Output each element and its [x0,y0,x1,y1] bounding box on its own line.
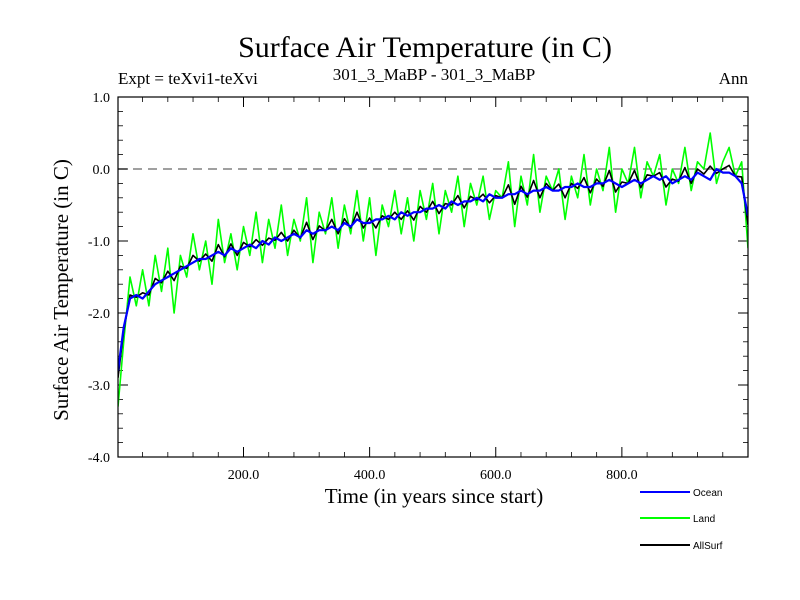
x-tick-label: 200.0 [228,468,260,483]
y-tick-label: -2.0 [88,307,110,322]
legend-label-allsurf: AllSurf [693,541,723,552]
experiment-label: Expt = teXvi1-teXvi [118,69,258,88]
legend-label-ocean: Ocean [693,488,722,499]
chart-title: Surface Air Temperature (in C) [238,31,612,64]
x-axis-label: Time (in years since start) [325,484,544,508]
y-tick-label: 0.0 [93,163,111,178]
axes: -4.0 -3.0 -2.0 -1.0 0.0 1.0 200.0 400.0 600.0 800… [88,91,748,483]
x-tick-label: 600.0 [480,468,512,483]
series-group [118,132,748,407]
y-tick-label: -1.0 [88,235,110,250]
plot-frame [117,96,749,458]
y-axis-label: Surface Air Temperature (in C) [49,159,73,421]
plot-area: -4.0 -3.0 -2.0 -1.0 0.0 1.0 200.0 400.0 600.0 800… [88,91,749,483]
y-tick-label: -4.0 [88,451,110,466]
series-line-land [118,132,748,407]
y-tick-label: -3.0 [88,379,110,394]
y-tick-label: 1.0 [93,91,111,106]
legend: Ocean Land AllSurf [640,488,723,552]
season-label: Ann [719,69,749,88]
x-tick-label: 800.0 [606,468,638,483]
series-line-ocean [118,167,748,371]
legend-label-land: Land [693,514,715,525]
comparison-label: 301_3_MaBP - 301_3_MaBP [333,65,535,84]
x-tick-label: 400.0 [354,468,386,483]
